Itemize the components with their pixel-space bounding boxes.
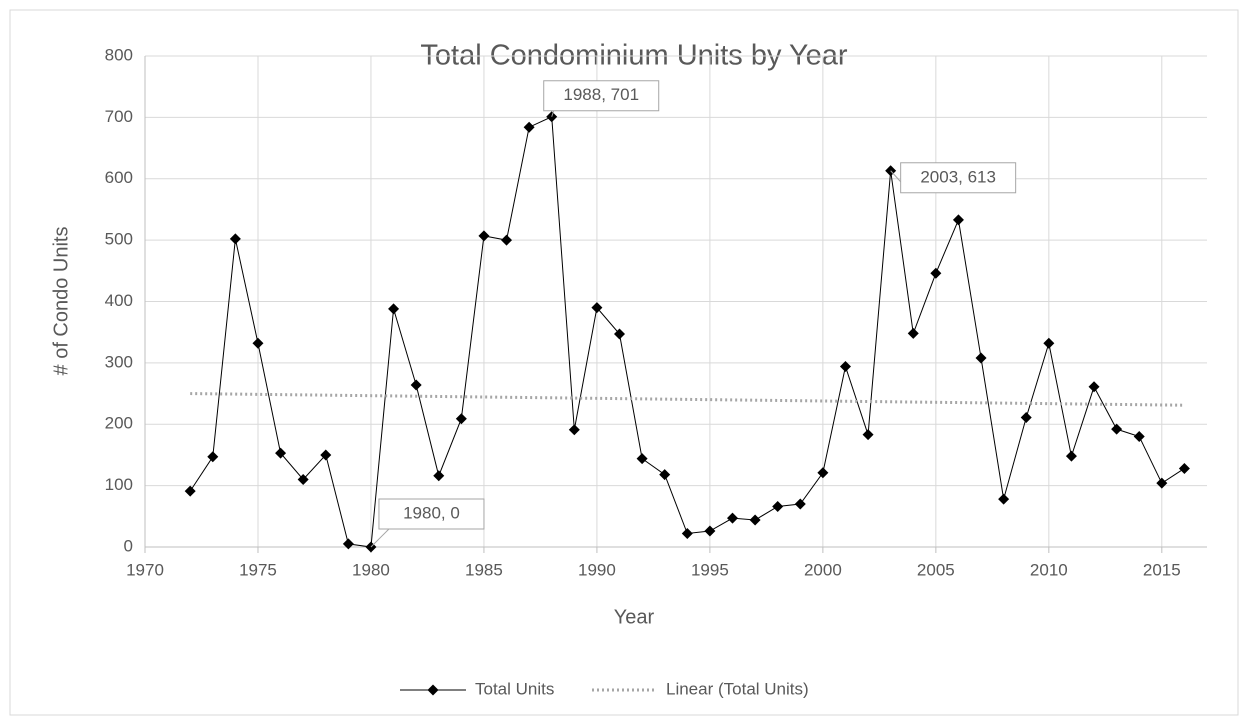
marker	[681, 527, 693, 539]
x-tick-label: 1970	[126, 560, 164, 579]
data-label: 1980, 0	[403, 503, 460, 522]
marker	[229, 233, 241, 245]
data-label: 1988, 701	[563, 85, 639, 104]
y-tick-label: 500	[105, 230, 133, 249]
marker	[907, 327, 919, 339]
x-tick-label: 1980	[352, 560, 390, 579]
x-tick-label: 2000	[804, 560, 842, 579]
legend-label: Total Units	[475, 679, 554, 698]
marker	[1020, 411, 1032, 423]
marker	[952, 214, 964, 226]
x-tick-label: 1985	[465, 560, 503, 579]
legend-marker	[427, 684, 439, 696]
marker	[614, 328, 626, 340]
marker	[433, 470, 445, 482]
marker	[568, 424, 580, 436]
marker	[455, 413, 467, 425]
marker	[772, 500, 784, 512]
marker	[930, 267, 942, 279]
marker	[659, 469, 671, 481]
y-tick-label: 400	[105, 291, 133, 310]
y-tick-label: 600	[105, 168, 133, 187]
callout-box	[378, 498, 485, 530]
marker	[817, 467, 829, 479]
y-tick-label: 300	[105, 352, 133, 371]
callout-leader	[551, 110, 555, 117]
marker	[342, 538, 354, 550]
x-tick-label: 1975	[239, 560, 277, 579]
callout-box	[900, 162, 1017, 194]
marker	[998, 493, 1010, 505]
marker	[749, 514, 761, 526]
marker	[1088, 381, 1100, 393]
marker	[523, 121, 535, 133]
marker	[704, 525, 716, 537]
x-tick-label: 2015	[1143, 560, 1181, 579]
marker	[252, 337, 264, 349]
x-tick-label: 2010	[1030, 560, 1068, 579]
marker	[1178, 462, 1190, 474]
marker	[591, 302, 603, 314]
marker	[478, 230, 490, 242]
marker	[636, 453, 648, 465]
marker	[862, 429, 874, 441]
marker	[501, 234, 513, 246]
marker	[794, 498, 806, 510]
marker	[975, 352, 987, 364]
x-tick-label: 1995	[691, 560, 729, 579]
y-axis-label: # of Condo Units	[50, 227, 72, 376]
callout-leader	[370, 528, 390, 548]
y-tick-label: 100	[105, 475, 133, 494]
marker	[1111, 423, 1123, 435]
callout-box	[543, 80, 660, 112]
y-tick-label: 0	[124, 536, 133, 555]
marker	[1133, 431, 1145, 443]
x-axis-label: Year	[614, 606, 655, 628]
series-line	[190, 392, 1185, 407]
x-tick-label: 1990	[578, 560, 616, 579]
marker	[1043, 337, 1055, 349]
y-tick-label: 800	[105, 45, 133, 64]
marker	[184, 485, 196, 497]
marker	[1156, 477, 1168, 489]
marker	[1065, 450, 1077, 462]
marker	[839, 361, 851, 373]
marker	[207, 451, 219, 463]
marker	[410, 379, 422, 391]
marker	[320, 449, 332, 461]
marker	[297, 473, 309, 485]
x-tick-label: 2005	[917, 560, 955, 579]
marker	[388, 303, 400, 315]
legend-label: Linear (Total Units)	[666, 679, 809, 698]
y-tick-label: 200	[105, 414, 133, 433]
data-label: 2003, 613	[920, 167, 996, 186]
marker	[726, 512, 738, 524]
marker	[275, 447, 287, 459]
y-tick-label: 700	[105, 107, 133, 126]
